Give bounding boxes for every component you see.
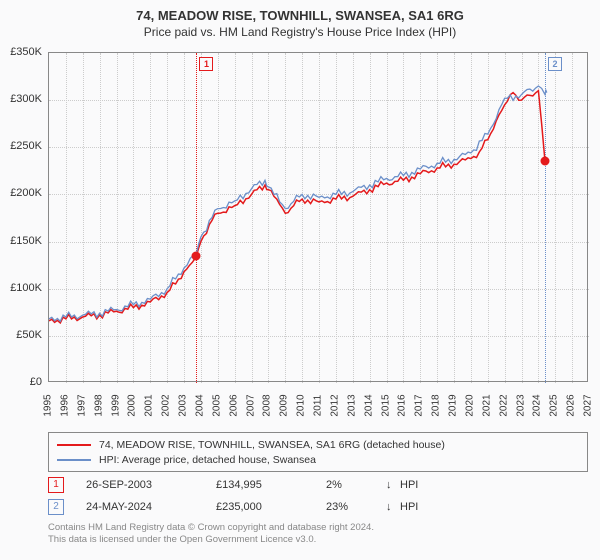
x-tick-label: 2010	[296, 394, 307, 416]
y-tick-label: £250K	[0, 140, 42, 152]
x-tick-label: 2009	[279, 394, 290, 416]
x-tick-label: 1998	[93, 394, 104, 416]
y-tick-label: £300K	[0, 93, 42, 105]
sale-against: HPI	[400, 479, 430, 491]
x-tick-label: 2004	[194, 394, 205, 416]
x-tick-label: 2019	[448, 394, 459, 416]
x-tick-label: 2007	[245, 394, 256, 416]
x-tick-label: 2002	[161, 394, 172, 416]
footer-line: Contains HM Land Registry data © Crown c…	[48, 522, 588, 534]
sale-point	[540, 157, 549, 166]
y-tick-label: £100K	[0, 282, 42, 294]
x-tick-label: 1999	[110, 394, 121, 416]
down-arrow-icon: ↓	[386, 501, 400, 513]
footer-line: This data is licensed under the Open Gov…	[48, 534, 588, 546]
legend-label: HPI: Average price, detached house, Swan…	[99, 454, 316, 466]
sale-point	[192, 251, 201, 260]
legend-swatch	[57, 459, 91, 461]
sale-price: £134,995	[216, 479, 326, 491]
sale-price: £235,000	[216, 501, 326, 513]
x-tick-label: 2023	[515, 394, 526, 416]
sale-marker: 2	[48, 499, 64, 515]
x-tick-label: 2018	[431, 394, 442, 416]
x-tick-label: 2014	[363, 394, 374, 416]
legend-row: HPI: Average price, detached house, Swan…	[55, 452, 581, 467]
footer: Contains HM Land Registry data © Crown c…	[48, 522, 588, 547]
legend-label: 74, MEADOW RISE, TOWNHILL, SWANSEA, SA1 …	[99, 439, 445, 451]
sales-table: 1 26-SEP-2003 £134,995 2% ↓ HPI 2 24-MAY…	[48, 474, 588, 518]
legend-row: 74, MEADOW RISE, TOWNHILL, SWANSEA, SA1 …	[55, 437, 581, 452]
sale-marker-label: 1	[199, 57, 213, 71]
x-tick-label: 2001	[144, 394, 155, 416]
legend: 74, MEADOW RISE, TOWNHILL, SWANSEA, SA1 …	[48, 432, 588, 472]
chart-subtitle: Price paid vs. HM Land Registry's House …	[0, 23, 600, 45]
sale-date: 26-SEP-2003	[86, 479, 216, 491]
x-tick-label: 2027	[583, 394, 594, 416]
x-tick-label: 1995	[43, 394, 54, 416]
x-tick-label: 2011	[313, 395, 324, 417]
down-arrow-icon: ↓	[386, 479, 400, 491]
sale-against: HPI	[400, 501, 430, 513]
y-tick-label: £50K	[0, 329, 42, 341]
sale-date: 24-MAY-2024	[86, 501, 216, 513]
y-tick-label: £200K	[0, 187, 42, 199]
x-tick-label: 2012	[329, 394, 340, 416]
chart-area: 12 £0£50K£100K£150K£200K£250K£300K£350K …	[48, 52, 588, 402]
sale-marker: 1	[48, 477, 64, 493]
y-tick-label: £350K	[0, 46, 42, 58]
x-tick-label: 2024	[532, 394, 543, 416]
x-tick-label: 2016	[397, 394, 408, 416]
x-tick-label: 1996	[59, 394, 70, 416]
x-tick-label: 2003	[178, 394, 189, 416]
series-property_price	[49, 91, 547, 323]
sales-row: 2 24-MAY-2024 £235,000 23% ↓ HPI	[48, 496, 588, 518]
x-tick-label: 2005	[211, 394, 222, 416]
x-tick-label: 2000	[127, 394, 138, 416]
sale-marker-label: 2	[548, 57, 562, 71]
x-tick-label: 2006	[228, 394, 239, 416]
x-tick-label: 2017	[414, 394, 425, 416]
sales-row: 1 26-SEP-2003 £134,995 2% ↓ HPI	[48, 474, 588, 496]
series-hpi	[49, 86, 547, 321]
x-tick-label: 2008	[262, 394, 273, 416]
x-tick-label: 2021	[481, 394, 492, 416]
x-tick-label: 2026	[566, 394, 577, 416]
legend-swatch	[57, 444, 91, 446]
sale-pct: 23%	[326, 501, 386, 513]
x-tick-label: 2020	[464, 394, 475, 416]
y-tick-label: £0	[0, 376, 42, 388]
x-tick-label: 1997	[76, 394, 87, 416]
x-tick-label: 2025	[549, 394, 560, 416]
x-tick-label: 2013	[346, 394, 357, 416]
chart-title: 74, MEADOW RISE, TOWNHILL, SWANSEA, SA1 …	[0, 0, 600, 23]
sale-pct: 2%	[326, 479, 386, 491]
x-tick-label: 2022	[498, 394, 509, 416]
plot-border: 12	[48, 52, 588, 382]
x-tick-label: 2015	[380, 394, 391, 416]
y-tick-label: £150K	[0, 235, 42, 247]
